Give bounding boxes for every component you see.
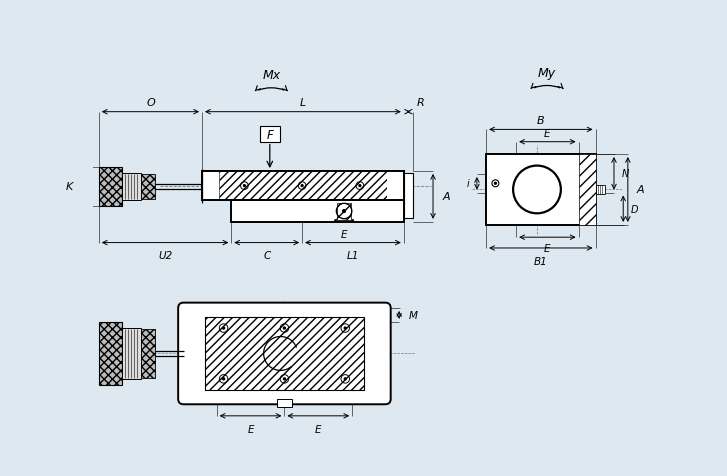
Bar xyxy=(202,172,403,201)
Text: E: E xyxy=(247,424,254,434)
Text: Mz: Mz xyxy=(296,361,312,374)
Bar xyxy=(486,155,595,226)
Text: i: i xyxy=(467,179,469,189)
Bar xyxy=(202,172,403,201)
Text: U2: U2 xyxy=(158,251,172,261)
Text: M: M xyxy=(409,310,417,320)
Circle shape xyxy=(244,185,245,187)
Bar xyxy=(122,328,141,379)
Bar xyxy=(205,317,364,390)
Circle shape xyxy=(345,327,346,329)
Bar xyxy=(579,155,595,226)
Bar xyxy=(277,399,292,407)
Circle shape xyxy=(494,183,497,185)
Bar xyxy=(205,317,364,390)
Text: E: E xyxy=(315,424,321,434)
Bar xyxy=(260,127,280,142)
Text: B1: B1 xyxy=(534,256,547,266)
Bar xyxy=(141,330,155,378)
Text: Mx: Mx xyxy=(262,69,281,82)
Circle shape xyxy=(284,327,286,329)
Bar xyxy=(202,172,219,201)
Text: L: L xyxy=(300,98,306,108)
Bar xyxy=(99,322,122,386)
Text: O: O xyxy=(146,98,155,108)
Text: A: A xyxy=(442,192,450,202)
Circle shape xyxy=(345,378,346,380)
Bar xyxy=(99,168,122,206)
Text: C: C xyxy=(263,251,270,261)
Circle shape xyxy=(342,210,345,213)
Bar xyxy=(403,173,413,218)
Text: L1: L1 xyxy=(347,251,359,261)
Text: F: F xyxy=(266,128,273,141)
Circle shape xyxy=(359,185,361,187)
Text: E: E xyxy=(341,229,348,239)
Text: A: A xyxy=(637,185,645,195)
Bar xyxy=(595,186,605,195)
Text: E: E xyxy=(544,129,550,139)
Circle shape xyxy=(284,378,286,380)
Bar xyxy=(387,172,403,201)
Circle shape xyxy=(301,185,303,187)
Text: My: My xyxy=(538,67,556,79)
FancyBboxPatch shape xyxy=(178,303,390,405)
Text: N: N xyxy=(622,169,629,179)
Text: R: R xyxy=(417,98,425,108)
Circle shape xyxy=(222,378,225,380)
Bar xyxy=(337,204,350,221)
Bar xyxy=(122,173,141,201)
Text: E: E xyxy=(544,244,550,254)
Bar xyxy=(141,175,155,199)
Text: K: K xyxy=(65,182,73,192)
Bar xyxy=(219,172,387,201)
Text: B: B xyxy=(537,116,545,126)
Bar xyxy=(231,201,403,222)
Circle shape xyxy=(222,327,225,329)
Text: D: D xyxy=(631,204,638,214)
